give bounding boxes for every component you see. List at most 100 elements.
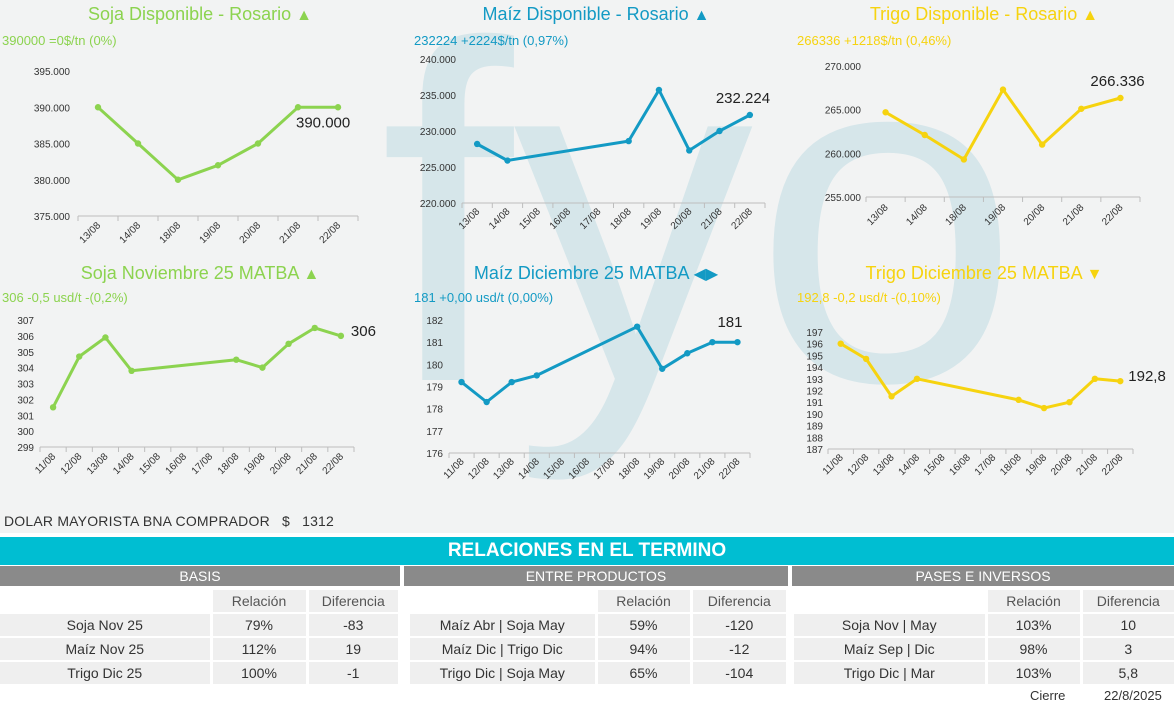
last-value-label: 232.224 xyxy=(716,90,770,107)
trend-icon: ▲ xyxy=(296,7,312,24)
table-row: Trigo Dic | Soja May 65% -104 xyxy=(410,661,786,686)
charts-area: fyo Soja Disponible - Rosario ▲ 390000 =0… xyxy=(0,0,1174,533)
trend-icon: ▼ xyxy=(1087,266,1103,283)
data-point xyxy=(533,372,540,379)
chart-title: Maíz Disponible - Rosario ▲ xyxy=(483,4,710,24)
basis-table: Relación Diferencia Soja Nov 25 79% -83 … xyxy=(0,590,398,686)
row-label: Soja Nov | May xyxy=(794,613,988,638)
data-point xyxy=(254,140,262,147)
x-tick-label: 17/08 xyxy=(592,456,618,482)
data-point xyxy=(1066,399,1073,406)
data-point xyxy=(508,378,515,386)
y-tick-label: 179 xyxy=(426,383,443,394)
x-tick-label: 22/08 xyxy=(1100,452,1126,478)
x-tick-label: 17/08 xyxy=(190,451,216,477)
data-point xyxy=(716,127,723,135)
chart-subtitle: 181 +0,00 usd/t (0,00%) xyxy=(414,290,553,305)
series-line xyxy=(460,325,738,404)
series-line xyxy=(51,326,342,408)
x-tick-label: 13/08 xyxy=(457,206,483,232)
x-tick-label: 20/08 xyxy=(1049,452,1075,478)
trend-icon: ▲ xyxy=(1082,7,1098,24)
row-relacion: 65% xyxy=(596,661,693,686)
last-value-label: 266.336 xyxy=(1090,73,1144,90)
x-tick-label: 22/08 xyxy=(1100,202,1126,228)
data-point xyxy=(1091,375,1099,382)
y-tick-label: 194 xyxy=(806,363,823,374)
col-diferencia: Diferencia xyxy=(691,590,786,614)
x-tick-label: 22/08 xyxy=(717,456,743,482)
col-relacion: Relación xyxy=(596,590,693,614)
table-row: Maíz Sep | Dic 98% 3 xyxy=(794,637,1174,662)
data-point xyxy=(659,365,666,372)
x-tick-label: 18/08 xyxy=(158,220,184,246)
series-line xyxy=(839,342,1121,410)
data-point xyxy=(686,147,693,154)
trend-icon: ▲ xyxy=(694,7,710,24)
last-value-label: 192,8 xyxy=(1128,368,1166,385)
data-point xyxy=(1015,396,1022,404)
x-tick-label: 21/08 xyxy=(294,451,320,477)
last-value-label: 306 xyxy=(351,323,376,340)
x-tick-label: 12/08 xyxy=(59,451,85,477)
data-point xyxy=(913,375,921,382)
chart-subtitle: 306 -0,5 usd/t -(0,2%) xyxy=(2,290,128,305)
chart-title: Trigo Disponible - Rosario ▲ xyxy=(870,4,1098,24)
y-tick-label: 178 xyxy=(426,405,443,416)
chart-subtitle: 192,8 -0,2 usd/t -(0,10%) xyxy=(797,290,941,305)
data-point xyxy=(294,104,302,111)
x-tick-label: 19/08 xyxy=(198,220,224,246)
data-point xyxy=(49,404,57,411)
col-relacion: Relación xyxy=(986,590,1083,614)
row-label: Soja Nov 25 xyxy=(0,613,213,638)
x-tick-label: 16/08 xyxy=(164,451,190,477)
col-diferencia: Diferencia xyxy=(307,590,398,614)
y-tick-label: 181 xyxy=(426,338,443,349)
trend-icon: ◀▶ xyxy=(694,266,719,283)
y-tick-label: 300 xyxy=(17,427,34,438)
relaciones-title: RELACIONES EN EL TERMINO xyxy=(0,537,1174,565)
x-tick-label: 13/08 xyxy=(491,456,517,482)
data-point xyxy=(259,364,266,371)
chart-title: Soja Disponible - Rosario ▲ xyxy=(88,4,312,24)
x-tick-label: 13/08 xyxy=(78,220,104,246)
row-label: Maíz Dic | Trigo Dic xyxy=(410,637,598,662)
data-point xyxy=(862,355,870,363)
data-point xyxy=(233,356,240,363)
data-point xyxy=(504,157,511,164)
y-tick-label: 304 xyxy=(17,364,34,375)
row-label: Trigo Dic 25 xyxy=(0,661,213,686)
x-tick-label: 14/08 xyxy=(897,452,923,478)
row-relacion: 94% xyxy=(596,637,693,662)
row-label: Trigo Dic | Soja May xyxy=(410,661,598,686)
x-tick-label: 20/08 xyxy=(268,451,294,477)
data-point xyxy=(882,109,889,116)
y-tick-label: 193 xyxy=(806,375,823,386)
data-point xyxy=(483,398,490,406)
row-diferencia: 10 xyxy=(1081,613,1174,638)
x-tick-label: 16/08 xyxy=(947,452,973,478)
row-diferencia: 3 xyxy=(1081,637,1174,662)
y-tick-label: 220.000 xyxy=(420,199,457,210)
table-header-row: Relación Diferencia xyxy=(0,590,398,614)
row-diferencia: -120 xyxy=(691,613,786,638)
y-tick-label: 225.000 xyxy=(420,163,457,174)
row-label: Maíz Nov 25 xyxy=(0,637,213,662)
y-tick-label: 176 xyxy=(426,449,443,460)
y-tick-label: 385.000 xyxy=(34,140,71,151)
table-row: Maíz Dic | Trigo Dic 94% -12 xyxy=(410,637,786,662)
y-tick-label: 302 xyxy=(17,395,34,406)
x-tick-label: 18/08 xyxy=(617,456,643,482)
x-tick-label: 14/08 xyxy=(487,206,513,232)
y-tick-label: 195 xyxy=(806,351,823,362)
y-tick-label: 230.000 xyxy=(420,127,457,138)
cierre-label: Cierre xyxy=(1030,688,1066,703)
y-tick-label: 375.000 xyxy=(34,212,71,223)
series-line xyxy=(884,88,1121,161)
cierre-date: 22/8/2025 xyxy=(1104,688,1162,703)
entre-productos-section-title: ENTRE PRODUCTOS xyxy=(404,566,788,586)
y-tick-label: 240.000 xyxy=(420,55,457,66)
x-tick-label: 21/08 xyxy=(278,220,304,246)
y-tick-label: 235.000 xyxy=(420,91,457,102)
data-point xyxy=(625,137,632,145)
